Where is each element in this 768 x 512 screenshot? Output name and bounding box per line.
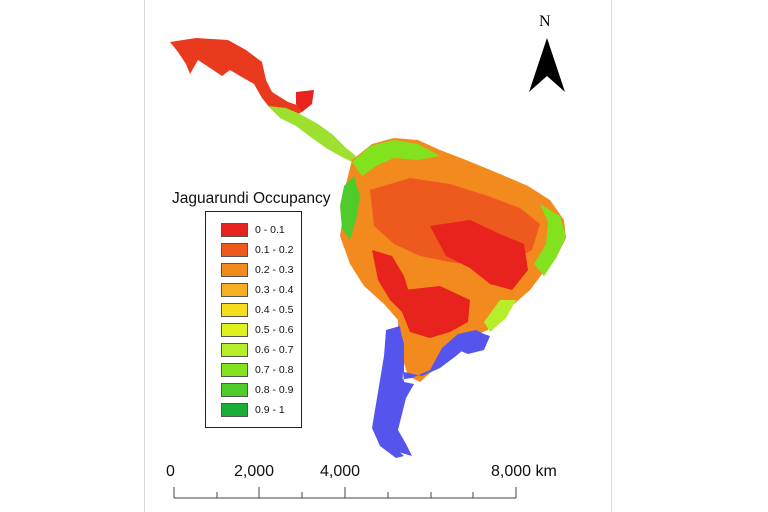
region-east-coast-green — [534, 204, 566, 276]
region-yucatan — [296, 90, 314, 112]
legend-swatch — [221, 283, 248, 297]
region-uruguay — [456, 332, 490, 354]
legend-swatch — [221, 343, 248, 357]
region-andes-red — [372, 250, 410, 312]
north-arrow-icon — [529, 38, 565, 92]
region-north-coast-green — [352, 140, 440, 176]
region-southeast-green — [484, 300, 516, 332]
legend-label: 0.2 - 0.3 — [255, 264, 294, 276]
legend-label: 0.7 - 0.8 — [255, 364, 294, 376]
legend-label: 0.8 - 0.9 — [255, 384, 294, 396]
scale-label-4000: 4,000 — [320, 463, 361, 480]
region-patagonia — [372, 326, 404, 458]
region-mexico — [170, 38, 302, 116]
legend-label: 0.4 - 0.5 — [255, 304, 294, 316]
region-west-coast-green — [340, 176, 360, 240]
legend-swatch — [221, 323, 248, 337]
legend-label: 0.5 - 0.6 — [255, 324, 294, 336]
legend-title: Jaguarundi Occupancy — [172, 190, 331, 207]
map-frame — [144, 0, 612, 512]
legend-label: 0.3 - 0.4 — [255, 284, 294, 296]
legend-label: 0.9 - 1 — [255, 404, 285, 416]
region-gran-chaco — [402, 286, 470, 338]
scale-label-0: 0 — [166, 463, 175, 480]
scale-bar — [173, 487, 517, 499]
legend-swatch — [221, 243, 248, 257]
region-central-america — [268, 106, 356, 162]
legend-swatch — [221, 363, 248, 377]
scale-label-8000: 8,000 km — [491, 463, 557, 480]
legend-label: 0 - 0.1 — [255, 224, 285, 236]
legend-swatch — [221, 263, 248, 277]
legend: 0 - 0.1 0.1 - 0.2 0.2 - 0.3 0.3 - 0.4 0.4 - … — [205, 211, 302, 428]
legend-swatch — [221, 303, 248, 317]
legend-swatch — [221, 383, 248, 397]
legend-label: 0.1 - 0.2 — [255, 244, 294, 256]
region-red-patches — [430, 220, 528, 290]
north-label: N — [539, 13, 551, 30]
legend-swatch — [221, 223, 248, 237]
legend-label: 0.6 - 0.7 — [255, 344, 294, 356]
legend-swatch — [221, 403, 248, 417]
scale-label-2000: 2,000 — [234, 463, 275, 480]
